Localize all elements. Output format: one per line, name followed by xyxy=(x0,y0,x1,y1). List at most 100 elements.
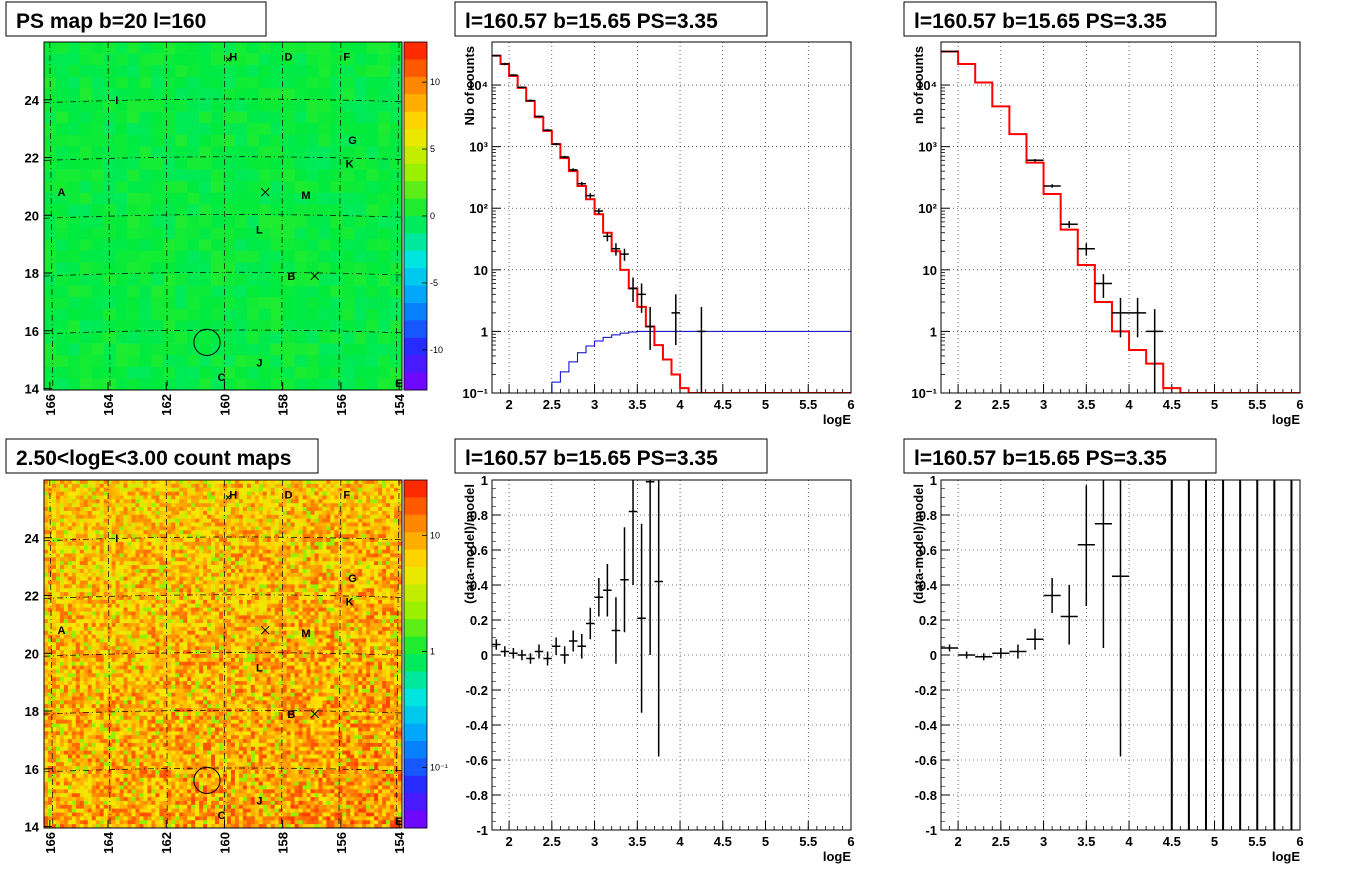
heatmap-cell xyxy=(99,565,104,570)
heatmap-cell xyxy=(123,576,128,581)
heatmap-cell xyxy=(99,742,104,748)
heatmap-cell xyxy=(167,503,172,508)
heatmap-cell xyxy=(167,491,172,496)
heatmap-cell xyxy=(390,250,403,263)
heatmap-cell xyxy=(79,770,85,775)
heatmap-cell xyxy=(75,692,81,697)
heatmap-cell xyxy=(294,320,307,333)
heatmap-cell xyxy=(59,708,65,713)
heatmap-cell xyxy=(75,777,81,782)
heatmap-cell xyxy=(75,630,81,635)
heatmap-cell xyxy=(127,715,132,721)
heatmap-cell xyxy=(390,332,403,344)
heatmap-cell xyxy=(199,510,204,516)
heatmap-cell xyxy=(135,549,140,554)
heatmap-cell xyxy=(83,630,89,635)
heatmap-cell xyxy=(151,731,156,736)
heatmap-cell xyxy=(47,623,53,628)
heatmap-cell xyxy=(155,704,160,709)
heatmap-cell xyxy=(47,770,53,775)
heatmap-cell xyxy=(191,712,196,717)
heatmap-cell xyxy=(139,510,144,516)
heatmap-cell xyxy=(91,742,97,748)
heatmap-cell xyxy=(127,642,132,647)
heatmap-cell xyxy=(378,181,391,194)
heatmap-cell xyxy=(83,820,89,825)
heatmap-cell xyxy=(342,123,355,136)
heatmap-cell xyxy=(119,661,124,666)
heatmap-cell xyxy=(199,538,204,543)
heatmap-cell xyxy=(44,530,49,535)
heatmap-cell xyxy=(199,785,204,790)
heatmap-cell xyxy=(107,642,112,647)
heatmap-cell xyxy=(111,762,116,767)
heatmap-cell xyxy=(366,204,379,217)
heatmap-cell xyxy=(103,750,108,755)
heatmap-cell xyxy=(159,766,164,771)
heatmap-cell xyxy=(143,514,148,519)
heatmap-cell xyxy=(115,634,120,639)
heatmap-cell xyxy=(44,727,49,732)
heatmap-cell xyxy=(246,366,260,379)
heatmap-cell xyxy=(67,731,73,736)
heatmap-cell xyxy=(187,545,192,550)
heatmap-cell xyxy=(55,781,61,786)
heatmap-cell xyxy=(107,576,112,581)
heatmap-cell xyxy=(71,518,77,523)
heatmap-cell xyxy=(135,642,140,647)
heatmap-cell xyxy=(175,800,180,806)
heatmap-cell xyxy=(111,723,116,728)
heatmap-cell xyxy=(59,623,65,628)
heatmap-cell xyxy=(199,297,212,310)
heatmap-cell xyxy=(143,646,148,651)
heatmap-cell xyxy=(99,816,104,821)
heatmap-cell xyxy=(143,692,148,697)
heatmap-cell xyxy=(51,514,57,519)
heatmap-cell xyxy=(95,568,100,574)
heatmap-cell xyxy=(223,192,236,205)
heatmap-cell xyxy=(47,808,53,813)
heatmap-cell xyxy=(103,684,108,690)
heatmap-cell xyxy=(111,561,116,566)
heatmap-cell xyxy=(47,746,53,751)
heatmap-cell xyxy=(95,688,100,693)
heatmap-cell xyxy=(55,789,61,794)
heatmap-cell xyxy=(131,754,136,759)
heatmap-cell xyxy=(167,723,172,728)
heatmap-cell xyxy=(163,332,176,344)
heatmap-cell xyxy=(123,657,128,663)
heatmap-cell xyxy=(91,673,97,678)
x-tick-label: 6 xyxy=(1296,397,1303,412)
heatmap-cell xyxy=(71,538,77,543)
heatmap-cell xyxy=(187,781,192,786)
heatmap-cell xyxy=(123,611,128,616)
heatmap-cell xyxy=(111,777,116,782)
heatmap-cell xyxy=(175,603,180,608)
heatmap-cell xyxy=(63,576,69,581)
heatmap-cell xyxy=(270,262,283,275)
heatmap-cell xyxy=(155,541,160,547)
heatmap-cell xyxy=(282,123,295,136)
heatmap-cell xyxy=(390,134,403,147)
heatmap-cell xyxy=(151,592,156,597)
heatmap-cell xyxy=(187,553,192,558)
heatmap-cell xyxy=(187,727,192,732)
heatmap-cell xyxy=(44,557,49,562)
heatmap-cell xyxy=(147,789,152,794)
data-point xyxy=(697,306,706,393)
heatmap-cell xyxy=(131,700,136,705)
heatmap-cell xyxy=(151,646,156,651)
heatmap-cell xyxy=(95,541,100,547)
heatmap-cell xyxy=(103,742,108,748)
heatmap-cell xyxy=(187,808,192,813)
heatmap-cell xyxy=(183,619,188,624)
heatmap-cell xyxy=(63,684,69,690)
heatmap-cell xyxy=(79,619,85,624)
heatmap-cell xyxy=(87,773,93,779)
heatmap-cell xyxy=(163,692,168,697)
data-point xyxy=(517,86,527,89)
heatmap-cell xyxy=(67,158,81,170)
heatmap-cell xyxy=(151,76,164,89)
heatmap-cell xyxy=(270,158,283,170)
heatmap-cell xyxy=(211,76,224,89)
